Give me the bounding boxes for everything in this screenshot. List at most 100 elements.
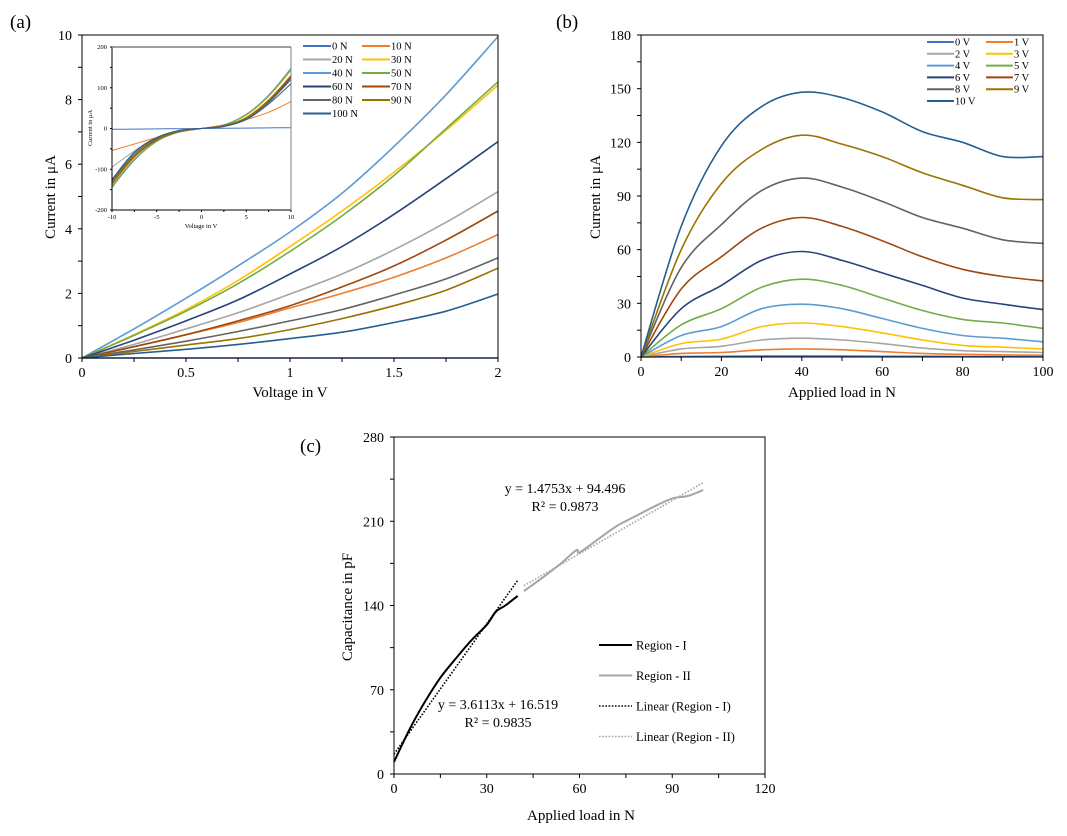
series-line-7-v [640,216,1044,358]
legend-label: 50 N [391,69,412,80]
legend-item-5-v: 5 V [986,61,1030,72]
panel-c-label: (c) [300,436,321,457]
panel-b-y-axis-label: Current in μA [588,155,604,239]
legend-label: 4 V [955,61,971,72]
legend-item-region-i: Region - I [599,639,687,653]
legend-label: 100 N [332,109,358,120]
panel-a-label: (a) [10,12,31,33]
legend-item-3-v: 3 V [986,49,1030,60]
panel-b-y-tick-label: 180 [610,29,631,44]
region-i-fit-equation: y = 3.6113x + 16.519 [438,698,558,713]
series-line-6-v [640,250,1044,358]
panel-b-y-tick-label: 0 [624,351,631,366]
series-line-70-n [81,210,499,359]
series-line-10-n [81,233,499,359]
series-line-90-n [81,267,499,359]
inset-y-tick-label: 0 [104,126,107,133]
legend-label: 90 N [391,96,412,107]
series-line-region-i [393,595,519,763]
panel-a-inset-chart: -10 -5 0 5 10 -200 -100 0 100 200 Voltage in V Cu… [87,44,294,230]
series-line-40-n [81,36,499,359]
inset-x-tick-label: 5 [245,214,248,221]
panel-b-label: (b) [556,12,578,33]
inset-y-tick-label: 200 [97,44,107,51]
series-line-10-v [640,91,1044,358]
series-line-region-ii [523,489,704,592]
legend-label: 2 V [955,49,971,60]
series-line-20-n [81,191,499,359]
panel-a-y-tick-label: 4 [65,223,72,238]
series-line-1-v [640,348,1044,358]
panel-a-y-tick-label: 2 [65,287,72,302]
panel-c-y-tick-label: 280 [363,431,384,446]
panel-c-x-tick-label: 90 [665,782,679,797]
panel-a-y-tick-label: 6 [65,158,72,173]
panel-c-x-tick-label: 120 [755,782,776,797]
legend-item-100-n: 100 N [303,109,358,120]
legend-label: 5 V [1014,61,1030,72]
panel-a-x-tick-label: 0 [79,366,86,381]
legend-label: Region - I [636,639,687,653]
panel-c-y-tick-label: 140 [363,600,384,615]
legend-item-8-v: 8 V [927,85,971,96]
legend-item-30-n: 30 N [362,55,412,66]
inset-series-line-100-n [111,83,292,180]
inset-y-tick-label: -100 [95,166,107,173]
legend-item-10-v: 10 V [927,97,976,108]
legend-label: 30 N [391,55,412,66]
panel-b-y-tick-label: 90 [617,190,631,205]
inset-x-tick-label: -5 [154,214,159,221]
panel-b-x-tick-label: 100 [1033,365,1054,380]
legend-item-40-n: 40 N [303,69,353,80]
legend-item-90-n: 90 N [362,96,412,107]
panel-a-y-tick-label: 0 [65,352,72,367]
series-line-100-n [81,293,499,359]
inset-y-tick-label: -200 [95,207,107,214]
legend-item-linear-region-i: Linear (Region - I) [599,700,731,714]
legend-label: Linear (Region - I) [636,700,731,714]
panel-c-x-tick-label: 0 [391,782,398,797]
panel-c-y-axis-label: Capacitance in pF [340,553,356,661]
legend-item-60-n: 60 N [303,82,353,93]
panel-a-x-axis-label: Voltage in V [252,385,327,401]
inset-x-tick-label: -10 [108,214,117,221]
panel-c-x-axis-label: Applied load in N [527,808,635,824]
legend-item-0-v: 0 V [927,38,971,49]
region-ii-fit-r2: R² = 0.9873 [532,500,599,515]
panel-c-chart: (c) Applied load in N Capacitance in pF … [300,431,776,824]
legend-label: 70 N [391,82,412,93]
panel-b-chart: (b) Applied load in N Current in μA 0 20 4… [556,12,1054,401]
inset-x-axis-label: Voltage in V [185,223,218,230]
panel-b-x-tick-label: 0 [638,365,645,380]
series-line-3-v [640,322,1044,358]
legend-item-10-n: 10 N [362,42,412,53]
panel-a-x-tick-label: 1.5 [385,366,403,381]
panel-b-y-tick-label: 150 [610,83,631,98]
panel-b-x-tick-label: 20 [714,365,728,380]
panel-a-x-tick-label: 0.5 [177,366,195,381]
inset-y-tick-label: 100 [97,85,107,92]
inset-x-tick-label: 0 [200,214,203,221]
series-line-2-v [640,337,1044,358]
legend-item-80-n: 80 N [303,96,353,107]
panel-b-y-tick-label: 120 [610,136,631,151]
panel-a-y-axis-label: Current in μA [43,155,59,239]
panel-b-legend: 0 V 1 V 2 V 3 V 4 V 5 V 6 V 7 V 8 V 9 V 10 V [927,38,1030,108]
panel-b-y-tick-label: 60 [617,244,631,259]
panel-a-x-tick-label: 2 [495,366,502,381]
legend-label: Linear (Region - II) [636,730,735,744]
panel-b-x-tick-label: 80 [956,365,970,380]
series-line-50-n [81,81,499,359]
legend-label: 0 V [955,38,971,49]
panel-b-x-tick-label: 60 [875,365,889,380]
legend-item-1-v: 1 V [986,38,1030,49]
legend-item-linear-region-ii: Linear (Region - II) [599,730,735,744]
series-line-4-v [640,303,1044,358]
panel-a-chart: (a) Voltage in V Current in μA 0 0.5 1 1.5 2… [10,12,502,401]
panel-c-y-tick-label: 70 [370,684,384,699]
panel-c-y-tick-label: 0 [377,768,384,783]
legend-label: 80 N [332,96,353,107]
legend-item-6-v: 6 V [927,73,971,84]
series-line-80-n [81,257,499,359]
